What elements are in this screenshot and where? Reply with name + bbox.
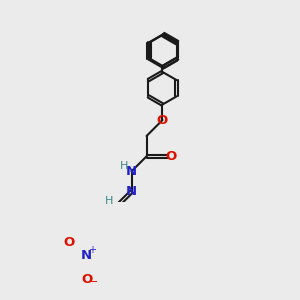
Text: O: O — [81, 273, 92, 286]
Text: +: + — [88, 245, 96, 255]
Text: O: O — [63, 236, 74, 249]
Text: H: H — [105, 196, 113, 206]
Text: N: N — [126, 165, 137, 178]
Text: N: N — [126, 185, 137, 198]
Text: O: O — [157, 114, 168, 127]
Text: N: N — [81, 249, 92, 262]
Text: O: O — [166, 150, 177, 163]
Text: H: H — [120, 161, 129, 171]
Text: −: − — [89, 277, 98, 287]
